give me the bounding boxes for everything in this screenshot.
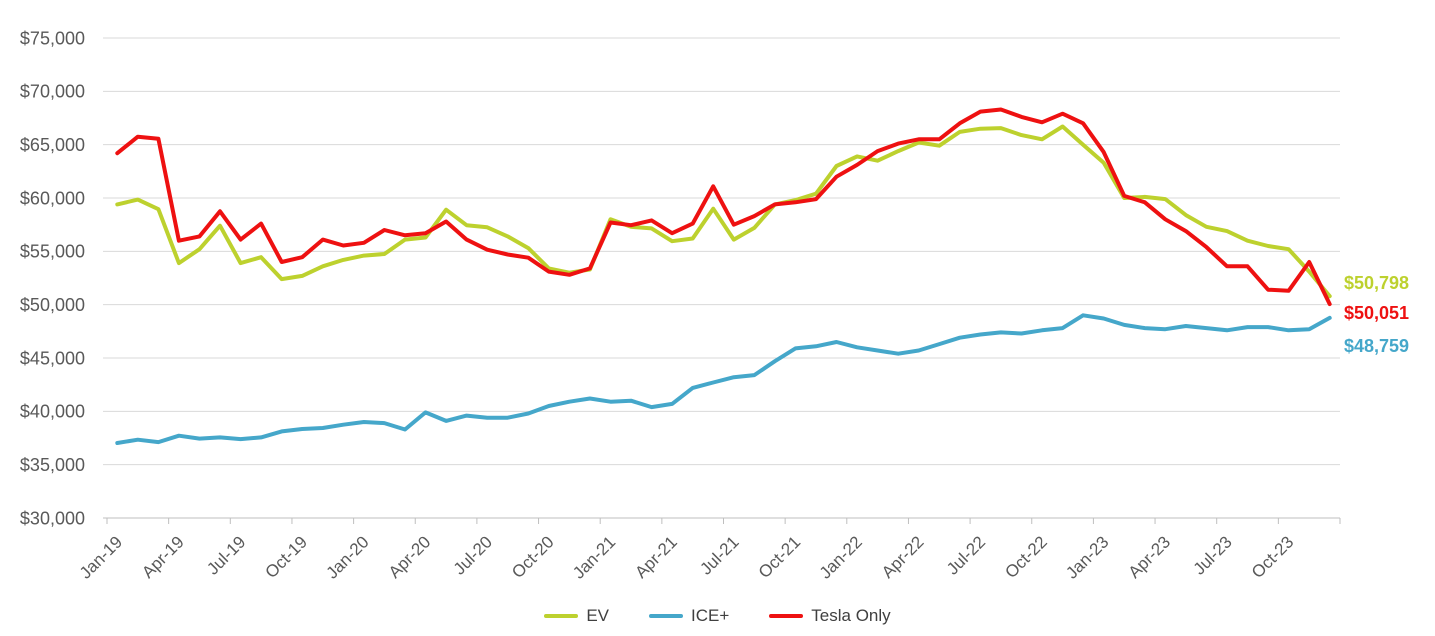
y-tick-label: $50,000	[20, 295, 85, 315]
series-line-ice-	[115, 313, 1332, 445]
x-tick-label: Jul-20	[450, 532, 496, 578]
x-tick-label: Jan-21	[569, 532, 619, 582]
x-tick-label: Jul-21	[696, 532, 742, 578]
y-tick-label: $65,000	[20, 135, 85, 155]
legend-label-ev: EV	[586, 606, 610, 625]
y-tick-label: $40,000	[20, 402, 85, 422]
legend-item-ice: ICE+	[649, 606, 729, 626]
end-label-tesla-only: $50,051	[1344, 303, 1410, 323]
y-tick-label: $45,000	[20, 348, 85, 368]
legend-label-ice: ICE+	[691, 606, 730, 625]
x-tick-label: Jan-20	[323, 532, 373, 582]
y-tick-label: $35,000	[20, 455, 85, 475]
x-tick-label: Oct-23	[1248, 532, 1298, 582]
end-label-ev: $50,798	[1344, 273, 1410, 293]
x-tick-label: Oct-20	[508, 532, 558, 582]
end-label-ice: $48,759	[1344, 336, 1410, 356]
x-tick-label: Jan-22	[816, 532, 866, 582]
x-tick-label: Jan-19	[76, 532, 126, 582]
series-line-ev	[115, 124, 1332, 299]
chart-legend: EV ICE+ Tesla Only	[0, 606, 1435, 626]
legend-item-tesla-only: Tesla Only	[769, 606, 891, 626]
x-tick-label: Apr-19	[138, 532, 188, 582]
x-tick-label: Jul-22	[943, 532, 989, 578]
x-tick-label: Jul-19	[203, 532, 249, 578]
y-tick-label: $70,000	[20, 82, 85, 102]
y-tick-label: $75,000	[20, 28, 85, 48]
series-line-tesla-only	[115, 107, 1332, 307]
ice-line-swatch-icon	[649, 614, 684, 618]
legend-item-ev: EV	[544, 606, 609, 626]
legend-label-tesla-only: Tesla Only	[811, 606, 891, 625]
x-tick-label: Apr-20	[385, 532, 435, 582]
y-tick-label: $55,000	[20, 242, 85, 262]
x-tick-label: Jan-23	[1062, 532, 1112, 582]
x-tick-label: Jul-23	[1190, 532, 1236, 578]
x-tick-label: Apr-22	[878, 532, 928, 582]
y-tick-label: $30,000	[20, 508, 85, 528]
x-tick-label: Oct-19	[262, 532, 312, 582]
y-tick-label: $60,000	[20, 188, 85, 208]
x-tick-label: Oct-21	[755, 532, 805, 582]
x-tick-label: Apr-21	[631, 532, 681, 582]
tesla-only-line-swatch-icon	[769, 614, 804, 618]
ev-line-swatch-icon	[544, 614, 579, 618]
x-tick-label: Apr-23	[1125, 532, 1175, 582]
x-tick-label: Oct-22	[1001, 532, 1051, 582]
